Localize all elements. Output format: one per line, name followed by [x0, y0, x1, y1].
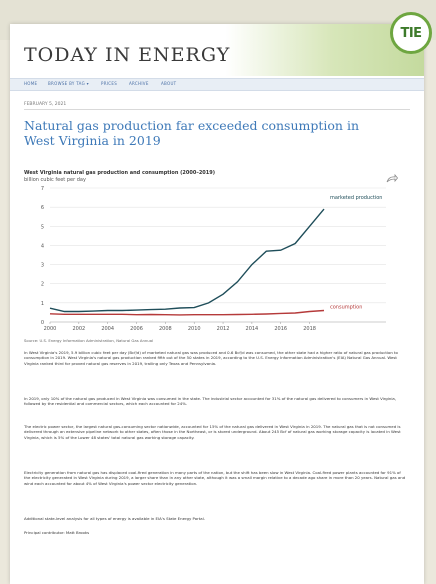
x-tick-label: 2010 — [188, 326, 201, 332]
nav-item-archive[interactable]: ARCHIVE — [129, 81, 149, 86]
divider — [24, 109, 410, 110]
x-tick-label: 2018 — [303, 326, 316, 332]
y-tick-label: 0 — [41, 320, 44, 326]
nav-item-prices[interactable]: PRICES — [101, 81, 118, 86]
tie-logo-text: TIE — [400, 26, 422, 41]
y-tick-label: 7 — [41, 186, 44, 192]
paragraph-4: Electricity generation from natural gas … — [24, 470, 406, 486]
series-line — [49, 309, 325, 316]
line-chart: 0 1 2 3 4 5 6 7 2000 2002 2004 2006 2008 2010 2012 2014… — [41, 186, 386, 332]
x-tick-label: 2004 — [101, 326, 114, 332]
x-tick-label: 2006 — [130, 326, 143, 332]
x-tick-label: 2012 — [217, 326, 230, 332]
x-tick-label: 2002 — [72, 326, 85, 332]
series-label: consumption — [330, 305, 362, 311]
top-nav: HOME BROWSE BY TAG ▾ PRICES ARCHIVE ABOU… — [10, 78, 424, 91]
series-label: marketed production — [330, 195, 382, 201]
y-tick-label: 2 — [41, 282, 44, 288]
paragraph-1: In West Virginia's 2019, 5.9 billion cub… — [24, 350, 398, 366]
masthead: TODAY IN ENERGY — [10, 24, 424, 76]
chart-source: Source: U.S. Energy Information Administ… — [24, 338, 154, 343]
x-tick-label: 2016 — [274, 326, 287, 332]
paragraph-3: The electric power sector, the largest n… — [24, 424, 401, 440]
y-tick-label: 4 — [41, 243, 44, 249]
chart-title: West Virginia natural gas production and… — [24, 170, 216, 176]
y-tick-label: 5 — [41, 224, 44, 230]
paragraph-5: Additional state-level analysis for all … — [24, 516, 205, 521]
paragraph-2: In 2019, only 10% of the natural gas pro… — [24, 396, 397, 407]
article-headline: Natural gas production far exceeded cons… — [24, 118, 359, 148]
x-tick-label: 2000 — [44, 326, 57, 332]
nav-item-about[interactable]: ABOUT — [161, 81, 177, 86]
y-tick-label: 6 — [41, 205, 44, 211]
series-line — [49, 208, 325, 313]
x-tick-label: 2008 — [159, 326, 172, 332]
nav-item-browse-by-tag[interactable]: BROWSE BY TAG ▾ — [48, 81, 89, 86]
y-tick-label: 3 — [41, 263, 44, 269]
share-icon[interactable] — [386, 174, 398, 184]
site-title[interactable]: TODAY IN ENERGY — [24, 44, 231, 66]
y-tick-label: 1 — [41, 301, 44, 307]
article-date: FEBRUARY 5, 2021 — [24, 102, 67, 107]
nav-item-home[interactable]: HOME — [24, 81, 38, 86]
chart-ylabel: billion cubic feet per day — [24, 177, 86, 183]
article-page: TODAY IN ENERGY HOME BROWSE BY TAG ▾ PRI… — [10, 24, 424, 584]
chart: West Virginia natural gas production and… — [24, 170, 404, 344]
paragraph-6: Principal contributor: Matt Brooks — [24, 530, 90, 535]
tie-logo-badge: TIE — [390, 12, 432, 54]
x-tick-label: 2014 — [246, 326, 259, 332]
